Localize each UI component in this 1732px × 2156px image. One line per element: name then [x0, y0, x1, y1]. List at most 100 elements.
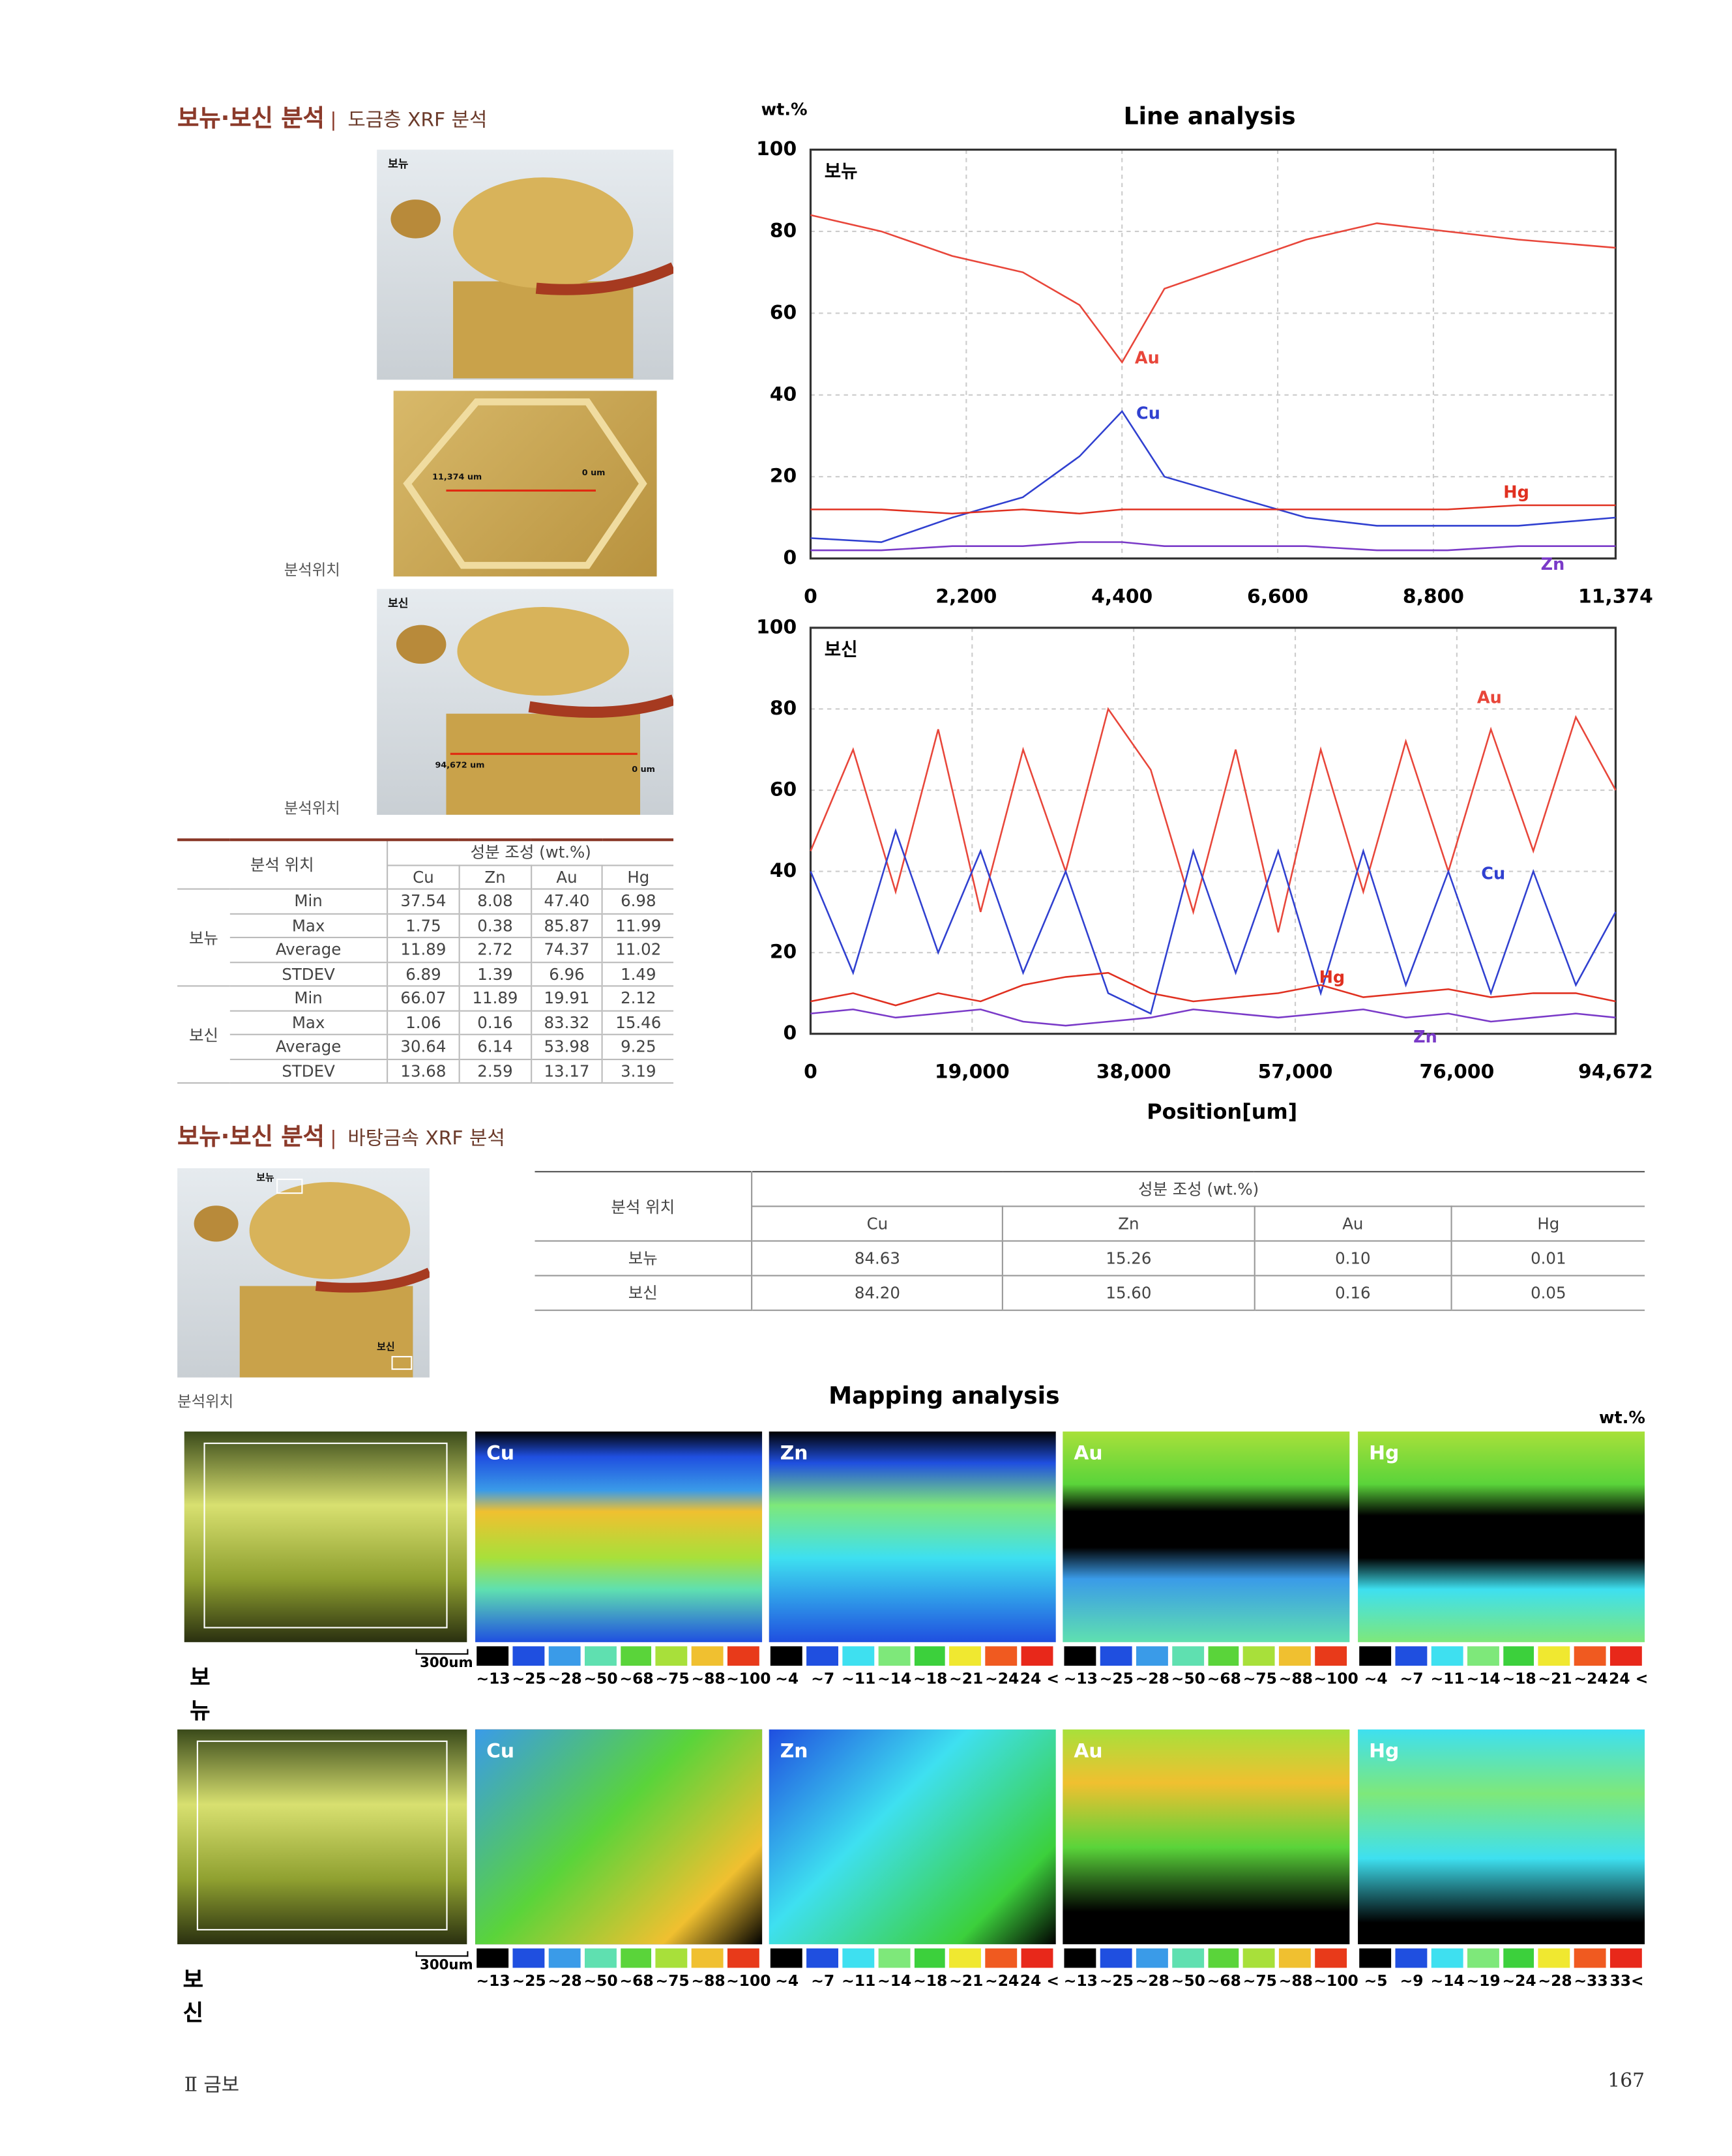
table-cell: Min [229, 985, 388, 1011]
legend-label: ~4 [775, 1971, 799, 1990]
legend-label: ~25 [1099, 1971, 1134, 1990]
legend-label: ~50 [1171, 1971, 1205, 1990]
legend-swatch [1064, 1948, 1096, 1968]
element-map [1063, 1431, 1350, 1642]
legend-swatch [806, 1948, 838, 1968]
legend-swatch [1610, 1948, 1642, 1968]
element-label: Cu [486, 1442, 515, 1465]
table-cell: STDEV [229, 1057, 388, 1084]
photo-label: 11,374 um [432, 472, 482, 482]
table-cell: 47.40 [530, 888, 603, 914]
element-label: Zn [780, 1740, 808, 1763]
legend-label: ~14 [877, 1971, 912, 1990]
legend-swatch [1395, 1646, 1427, 1666]
legend-label: ~25 [1099, 1670, 1134, 1688]
caption: 분석위치 [284, 799, 340, 818]
element-map [769, 1729, 1056, 1945]
legend-swatch [1467, 1948, 1499, 1968]
table-cell: 15.26 [1002, 1241, 1255, 1277]
legend-label: ~88 [691, 1971, 726, 1990]
series-label: Au [1135, 349, 1160, 368]
legend-label: ~24 [1502, 1971, 1536, 1990]
legend-swatch [1100, 1646, 1132, 1666]
page-number: 167 [1607, 2070, 1645, 2093]
photo [377, 149, 674, 380]
legend-swatch [548, 1646, 580, 1666]
table-cell: Average [229, 1033, 388, 1059]
group-cell: 보신 [177, 985, 230, 1084]
legend-swatch [727, 1646, 759, 1666]
legend-swatch [1136, 1948, 1168, 1968]
legend-label: ~28 [1135, 1670, 1169, 1688]
legend-swatch [806, 1646, 838, 1666]
legend-label: ~28 [548, 1670, 582, 1688]
scale-label: 300um [420, 1958, 473, 1973]
table-cell: 8.08 [458, 888, 531, 914]
legend-label: ~13 [476, 1670, 510, 1688]
header-cell: 성분 조성 (wt.%) [751, 1172, 1645, 1207]
legend-label: 24 < [1609, 1670, 1649, 1688]
x-tick-label: 19,000 [935, 1061, 1010, 1084]
table-cell: 보뉴 [535, 1241, 752, 1277]
legend-label: ~14 [1430, 1971, 1465, 1990]
table-cell: 84.20 [751, 1275, 1003, 1311]
table-cell: 0.38 [458, 912, 531, 939]
table-row: Average 11.89 2.72 74.37 11.02 [177, 936, 674, 963]
plot-frame [809, 627, 1617, 1035]
legend-swatch [656, 1646, 688, 1666]
photo-label: 0 um [581, 468, 606, 479]
header-row: Cu Zn Au Hg [177, 864, 674, 890]
header-cell: Au [1254, 1206, 1452, 1242]
legend-label: ~50 [583, 1670, 618, 1688]
legend-swatch [584, 1646, 616, 1666]
chart-label: 보신 [825, 638, 858, 660]
series-label: Zn [1413, 1027, 1437, 1047]
table-cell: Min [229, 888, 388, 914]
y-tick-label: 100 [756, 615, 797, 638]
legend-label: ~75 [655, 1670, 690, 1688]
legend-swatch [477, 1646, 508, 1666]
legend-label: ~14 [877, 1670, 912, 1688]
element-map [475, 1729, 763, 1945]
caption: 분석위치 [177, 1393, 234, 1411]
table-cell: 74.37 [530, 936, 603, 963]
table-cell: 1.39 [458, 961, 531, 987]
legend-label: ~18 [913, 1971, 948, 1990]
legend-swatch [985, 1646, 1018, 1666]
legend-label: ~11 [842, 1971, 876, 1990]
legend-label: ~88 [691, 1670, 726, 1688]
photo-art [390, 177, 674, 379]
legend-swatch [842, 1646, 874, 1666]
table-cell: 1.75 [387, 912, 460, 939]
photo-art [403, 398, 647, 569]
legend-swatch [1279, 1646, 1312, 1666]
table-cell: 9.25 [602, 1033, 674, 1059]
legend-label: ~75 [1242, 1670, 1277, 1688]
element-map [769, 1431, 1056, 1642]
table-row: STDEV 13.68 2.59 13.17 3.19 [177, 1057, 674, 1084]
mapping-title: Mapping analysis [829, 1383, 1060, 1411]
element-label: Au [1074, 1442, 1103, 1465]
table-cell: 2.72 [458, 936, 531, 963]
legend-swatch [842, 1948, 874, 1968]
element-label: Cu [486, 1740, 515, 1763]
photo [377, 589, 674, 815]
legend-swatch [512, 1948, 544, 1968]
series-label: Hg [1319, 968, 1345, 988]
legend-label: ~7 [811, 1971, 835, 1990]
legend-swatch [1503, 1646, 1534, 1666]
legend-label: ~21 [1538, 1670, 1572, 1688]
x-tick-label: 57,000 [1258, 1061, 1333, 1084]
table-cell: 0.16 [1254, 1275, 1452, 1311]
table-cell: 보신 [535, 1275, 752, 1311]
table-cell: STDEV [229, 961, 388, 987]
legend-label: 33< [1609, 1971, 1644, 1990]
legend-label: ~28 [1538, 1971, 1572, 1990]
legend-swatch [913, 1948, 946, 1968]
table-cell: 0.05 [1450, 1275, 1645, 1311]
plot-frame [809, 148, 1617, 560]
table-cell: 0.16 [458, 1009, 531, 1035]
legend-label: ~24 [985, 1971, 1020, 1990]
table-cell: 6.98 [602, 888, 674, 914]
